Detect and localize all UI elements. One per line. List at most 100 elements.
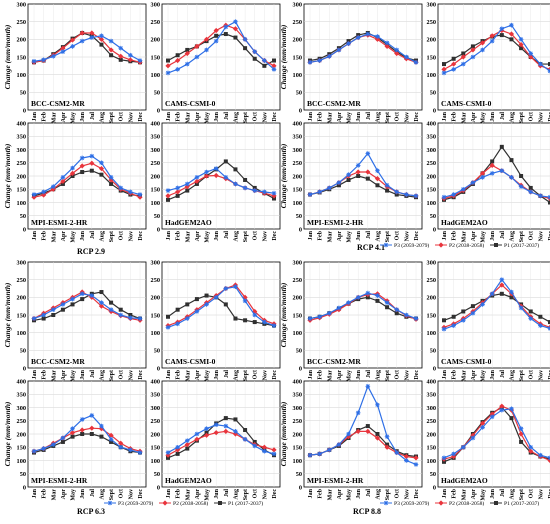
y-tick-label: 300 <box>151 259 160 266</box>
x-tick-label: May <box>481 112 487 124</box>
data-point <box>460 61 466 67</box>
x-tick-label: Jan <box>308 230 314 240</box>
x-tick-label: Nov <box>262 370 268 380</box>
x-tick-label: May <box>481 231 487 243</box>
x-tick-label: Apr <box>195 370 201 381</box>
data-point <box>355 295 361 300</box>
data-point <box>470 304 475 309</box>
data-point <box>365 176 370 181</box>
data-point <box>272 196 276 201</box>
x-tick-label: Mar <box>185 231 191 243</box>
x-tick-label: Jan <box>442 230 448 240</box>
data-point <box>355 428 361 434</box>
y-tick-label: 300 <box>293 259 302 266</box>
x-tick-label: Jan <box>166 488 172 498</box>
data-point <box>538 452 543 458</box>
x-tick-label: Jun <box>490 369 496 379</box>
y-tick-label: 100 <box>293 458 302 465</box>
data-point <box>489 414 495 420</box>
data-point <box>326 310 332 316</box>
x-tick-label: May <box>205 231 211 243</box>
y-tick-label: 250 <box>151 19 160 26</box>
data-point <box>165 452 171 458</box>
data-point <box>519 174 524 178</box>
x-tick-label: Sept <box>243 489 249 500</box>
data-point <box>194 181 199 186</box>
data-point <box>60 302 66 307</box>
subplot: 0 50 100 150 200 250 300 Jan Feb Mar Apr May Jun Jul A… <box>293 1 423 124</box>
x-tick-label: Nov <box>538 231 544 241</box>
data-point <box>165 188 171 193</box>
data-point <box>336 180 342 185</box>
data-point <box>509 295 514 300</box>
series-line <box>443 170 550 198</box>
y-tick-label: 400 <box>151 378 160 385</box>
y-axis-title: Change (mm/month) <box>279 143 288 208</box>
model-label: HadGEM2AO <box>165 218 212 227</box>
y-tick-label: 200 <box>151 295 160 302</box>
data-point <box>480 302 485 307</box>
data-point <box>252 49 258 54</box>
series-line <box>309 292 417 320</box>
x-tick-label: Mar <box>51 370 57 382</box>
data-point <box>204 430 209 435</box>
data-point <box>70 296 75 302</box>
x-tick-label: Sept <box>243 112 249 123</box>
legend-label: P1 (2017-2037) <box>504 500 539 507</box>
data-point <box>262 63 267 68</box>
x-tick-label: Oct <box>529 112 535 121</box>
x-tick-label: Sept <box>243 370 249 381</box>
data-point <box>242 298 248 304</box>
x-tick-label: Jan <box>442 369 448 379</box>
y-tick-label: 100 <box>17 458 26 465</box>
x-tick-label: Oct <box>253 112 259 121</box>
data-point <box>118 312 124 318</box>
data-point <box>31 316 37 321</box>
data-point <box>233 284 238 290</box>
x-tick-label: Jun <box>490 230 496 240</box>
data-point <box>242 37 248 42</box>
data-point <box>50 184 56 189</box>
model-label: HadGEM2AO <box>441 218 488 227</box>
x-tick-label: Jan <box>32 369 38 379</box>
y-tick-label: 200 <box>293 37 302 44</box>
x-tick-label: Sept <box>385 231 391 242</box>
x-tick-label: Sept <box>109 231 115 242</box>
x-tick-label: Aug <box>99 489 105 500</box>
x-tick-label: Sept <box>519 489 525 500</box>
y-tick-label: 50 <box>20 471 26 478</box>
y-tick-label: 0 <box>299 484 302 491</box>
data-point <box>175 185 180 191</box>
x-tick-label: Oct <box>395 370 401 379</box>
y-tick-label: 50 <box>296 348 302 355</box>
x-tick-label: Aug <box>99 370 105 381</box>
data-point <box>441 194 447 200</box>
data-point <box>223 286 229 291</box>
x-tick-label: Dec <box>272 489 278 499</box>
data-point <box>394 50 400 57</box>
x-tick-label: Apr <box>471 489 477 500</box>
y-tick-label: 50 <box>430 90 436 97</box>
model-label: MPI-ESMI-2-HR <box>307 218 364 227</box>
y-tick-label: 100 <box>293 330 302 337</box>
y-tick-label: 150 <box>293 187 302 194</box>
x-tick-label: Oct <box>529 231 535 240</box>
x-tick-label: Jul <box>224 112 230 120</box>
x-tick-label: Jun <box>356 369 362 379</box>
y-tick-label: 100 <box>151 72 160 79</box>
x-tick-label: Sept <box>385 489 391 500</box>
data-point <box>213 172 219 179</box>
x-tick-label: May <box>71 489 77 501</box>
data-point <box>494 501 498 505</box>
y-tick-label: 200 <box>427 431 436 438</box>
data-point <box>460 318 466 323</box>
x-tick-label: Jul <box>366 112 372 120</box>
x-tick-label: Oct <box>529 489 535 498</box>
data-point <box>365 31 371 37</box>
data-point <box>451 192 456 197</box>
data-point <box>479 170 486 176</box>
data-point <box>365 428 371 434</box>
data-point <box>60 45 66 51</box>
